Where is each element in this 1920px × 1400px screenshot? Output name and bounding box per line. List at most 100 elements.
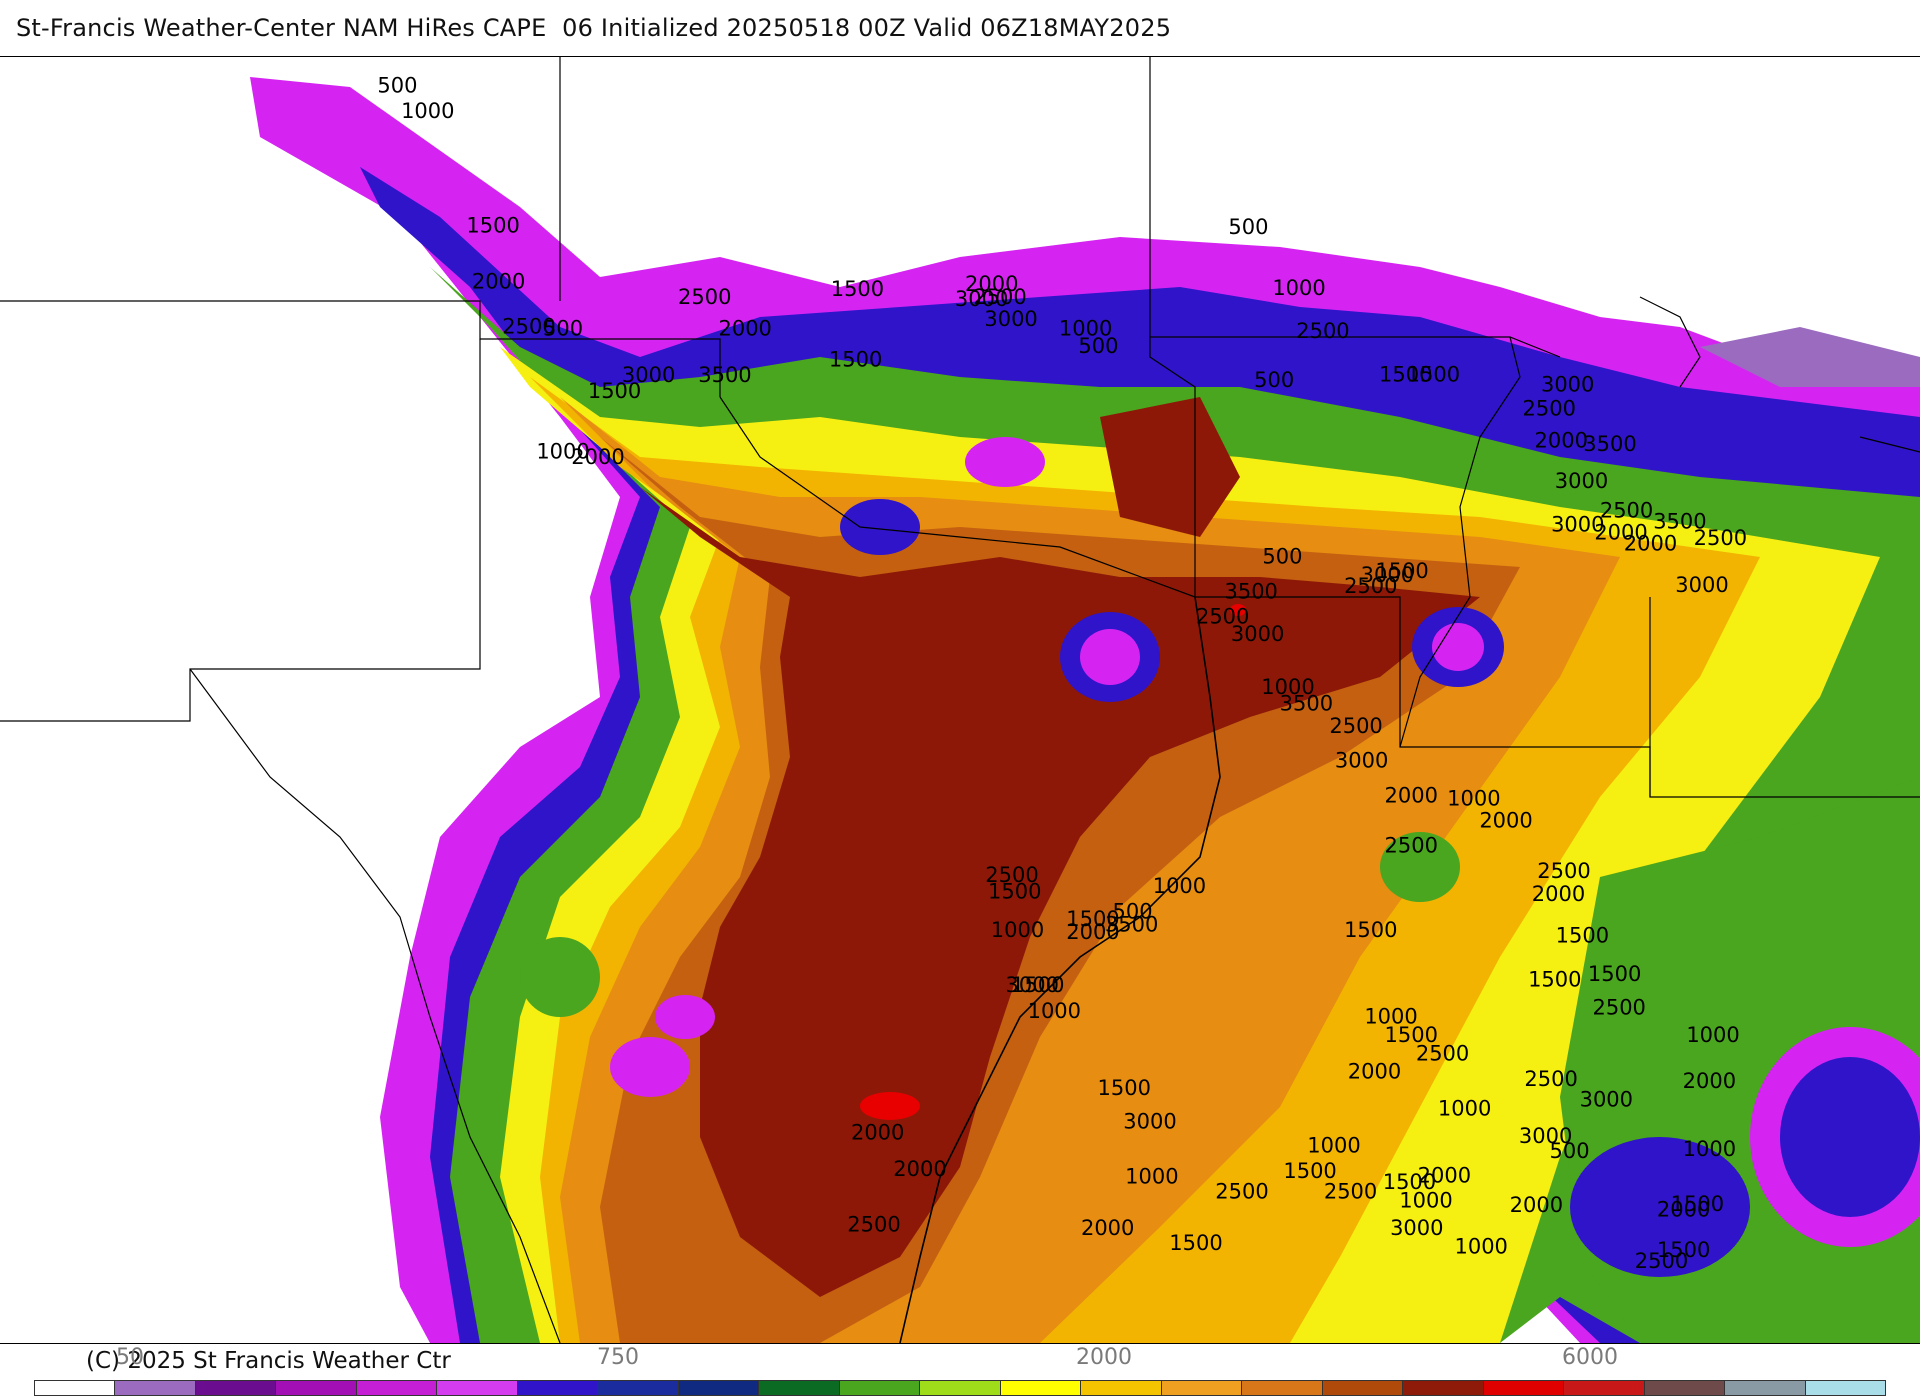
contour-label: 1000 xyxy=(1153,874,1206,898)
contour-label: 1500 xyxy=(1528,968,1581,992)
contour-label: 2000 xyxy=(1479,809,1532,833)
contour-label: 1500 xyxy=(588,379,641,403)
contour-label: 3000 xyxy=(1551,512,1604,536)
contour-label: 500 xyxy=(1262,544,1302,568)
contour-label: 1000 xyxy=(1438,1096,1491,1120)
cape-region-green-mx xyxy=(520,937,600,1017)
contour-label: 2000 xyxy=(1418,1164,1471,1188)
contour-label: 1500 xyxy=(988,879,1041,903)
colorbar-swatch xyxy=(1242,1381,1323,1395)
cape-region-blue-se xyxy=(1780,1057,1920,1217)
contour-label: 500 xyxy=(1228,215,1268,239)
contour-label: 2500 xyxy=(1344,574,1397,598)
contour-label: 3000 xyxy=(1390,1216,1443,1240)
contour-label: 3000 xyxy=(1580,1087,1633,1111)
contour-label: 1500 xyxy=(1066,907,1119,931)
cape-max-spot xyxy=(860,1092,920,1120)
colorbar-swatch xyxy=(35,1381,116,1395)
contour-label: 1500 xyxy=(1098,1076,1151,1100)
contour-label: 1500 xyxy=(831,277,884,301)
contour-label: 3500 xyxy=(1280,692,1333,716)
state-border-line xyxy=(1399,336,1521,748)
contour-label: 2500 xyxy=(1694,526,1747,550)
contour-label: 1000 xyxy=(1683,1137,1736,1161)
colorbar-swatch xyxy=(759,1381,840,1395)
colorbar-swatch xyxy=(195,1381,277,1395)
contour-label: 2500 xyxy=(1523,396,1576,420)
contour-label: 500 xyxy=(1112,900,1152,924)
contour-label: 2000 xyxy=(893,1157,946,1181)
contour-label: 3000 xyxy=(1519,1124,1572,1148)
cape-region-maroon-north xyxy=(1100,397,1240,537)
colorbar-swatch xyxy=(1161,1381,1243,1395)
cape-map: 500 1000 1500 2000 2500 3000 3500 500 1500 1000 20… xyxy=(0,56,1920,1344)
state-border-line xyxy=(1149,57,1651,797)
contour-label: 1000 xyxy=(1686,1023,1739,1047)
contour-label: 2500 xyxy=(1635,1249,1688,1273)
contour-label: 1500 xyxy=(1375,559,1428,583)
contour-label: 2000 xyxy=(1066,920,1119,944)
contour-label: 2000 xyxy=(1385,784,1438,808)
contour-label: 1000 xyxy=(1399,1188,1452,1212)
colorbar-tick-label: 2000 xyxy=(1076,1345,1132,1370)
state-border-line xyxy=(1649,597,1920,798)
contour-label: 3000 xyxy=(1555,469,1608,493)
contour-label: 3000 xyxy=(1361,563,1414,587)
contour-label: 1000 xyxy=(1059,316,1112,340)
contour-label: 2000 xyxy=(1348,1060,1401,1084)
cape-fill-layer xyxy=(250,77,1920,1343)
contour-label: 2000 xyxy=(472,269,525,293)
contour-label: 2500 xyxy=(1592,995,1645,1019)
contour-label: 2500 xyxy=(678,285,731,309)
colorbar-swatch xyxy=(437,1381,518,1395)
contour-label: 2000 xyxy=(1081,1216,1134,1240)
cape-region-green-ms xyxy=(1380,832,1460,902)
storm-pocket xyxy=(610,1037,690,1097)
contour-label: 1000 xyxy=(1272,276,1325,300)
contour-label: 2500 xyxy=(847,1212,900,1236)
contour-label: 2000 xyxy=(1657,1198,1710,1222)
contour-label: 500 xyxy=(1549,1139,1589,1163)
contour-label: 3000 xyxy=(1231,622,1284,646)
cape-region-maroon xyxy=(640,487,1480,1297)
contour-label: 2000 xyxy=(1683,1069,1736,1093)
contour-label: 2500 xyxy=(1215,1179,1268,1203)
contour-label: 2000 xyxy=(1510,1193,1563,1217)
contour-label: 1000 xyxy=(1364,1004,1417,1028)
contour-label: 3500 xyxy=(1224,579,1277,603)
cape-region-lavender xyxy=(1700,327,1920,387)
contour-label: 3000 xyxy=(984,307,1037,331)
contour-label: 1000 xyxy=(1125,1165,1178,1189)
contour-label: 500 xyxy=(1254,368,1294,392)
colorbar-swatch xyxy=(839,1381,921,1395)
contour-label: 3500 xyxy=(1583,432,1636,456)
colorbar-swatch xyxy=(678,1381,760,1395)
colorbar-swatch xyxy=(115,1381,196,1395)
contour-label: 2500 xyxy=(1385,833,1438,857)
colorbar-swatch xyxy=(1081,1381,1162,1395)
contour-label: 2000 xyxy=(718,316,771,340)
state-border-line xyxy=(1859,436,1920,453)
contour-label: 1500 xyxy=(1657,1238,1710,1262)
contour-label: 2500 xyxy=(502,314,555,338)
colorbar-tick-label: 750 xyxy=(597,1345,639,1370)
contour-label: 1500 xyxy=(1671,1192,1724,1216)
colorbar-tick-label: 6000 xyxy=(1562,1345,1618,1370)
contour-label: 3000 xyxy=(1335,749,1388,773)
contour-label: 3000 xyxy=(1675,573,1728,597)
colorbar-tick-label: 50 xyxy=(116,1345,144,1370)
contour-label: 500 xyxy=(377,73,417,97)
storm-pocket xyxy=(1080,629,1140,685)
contour-label: 2000 xyxy=(1594,521,1647,545)
contour-label: 2500 xyxy=(1296,319,1349,343)
contour-label: 1000 xyxy=(1307,1133,1360,1157)
contour-label: 2500 xyxy=(1324,1179,1377,1203)
colorbar-swatch xyxy=(1725,1381,1806,1395)
contour-label: 1500 xyxy=(1383,1170,1436,1194)
contour-label: 3000 xyxy=(1541,372,1594,396)
contour-label: 1000 xyxy=(1454,1234,1507,1258)
contour-label: 2000 xyxy=(1624,532,1677,556)
chart-title: St-Francis Weather-Center NAM HiRes CAPE… xyxy=(16,14,1172,42)
contour-label: 1500 xyxy=(1011,973,1064,997)
